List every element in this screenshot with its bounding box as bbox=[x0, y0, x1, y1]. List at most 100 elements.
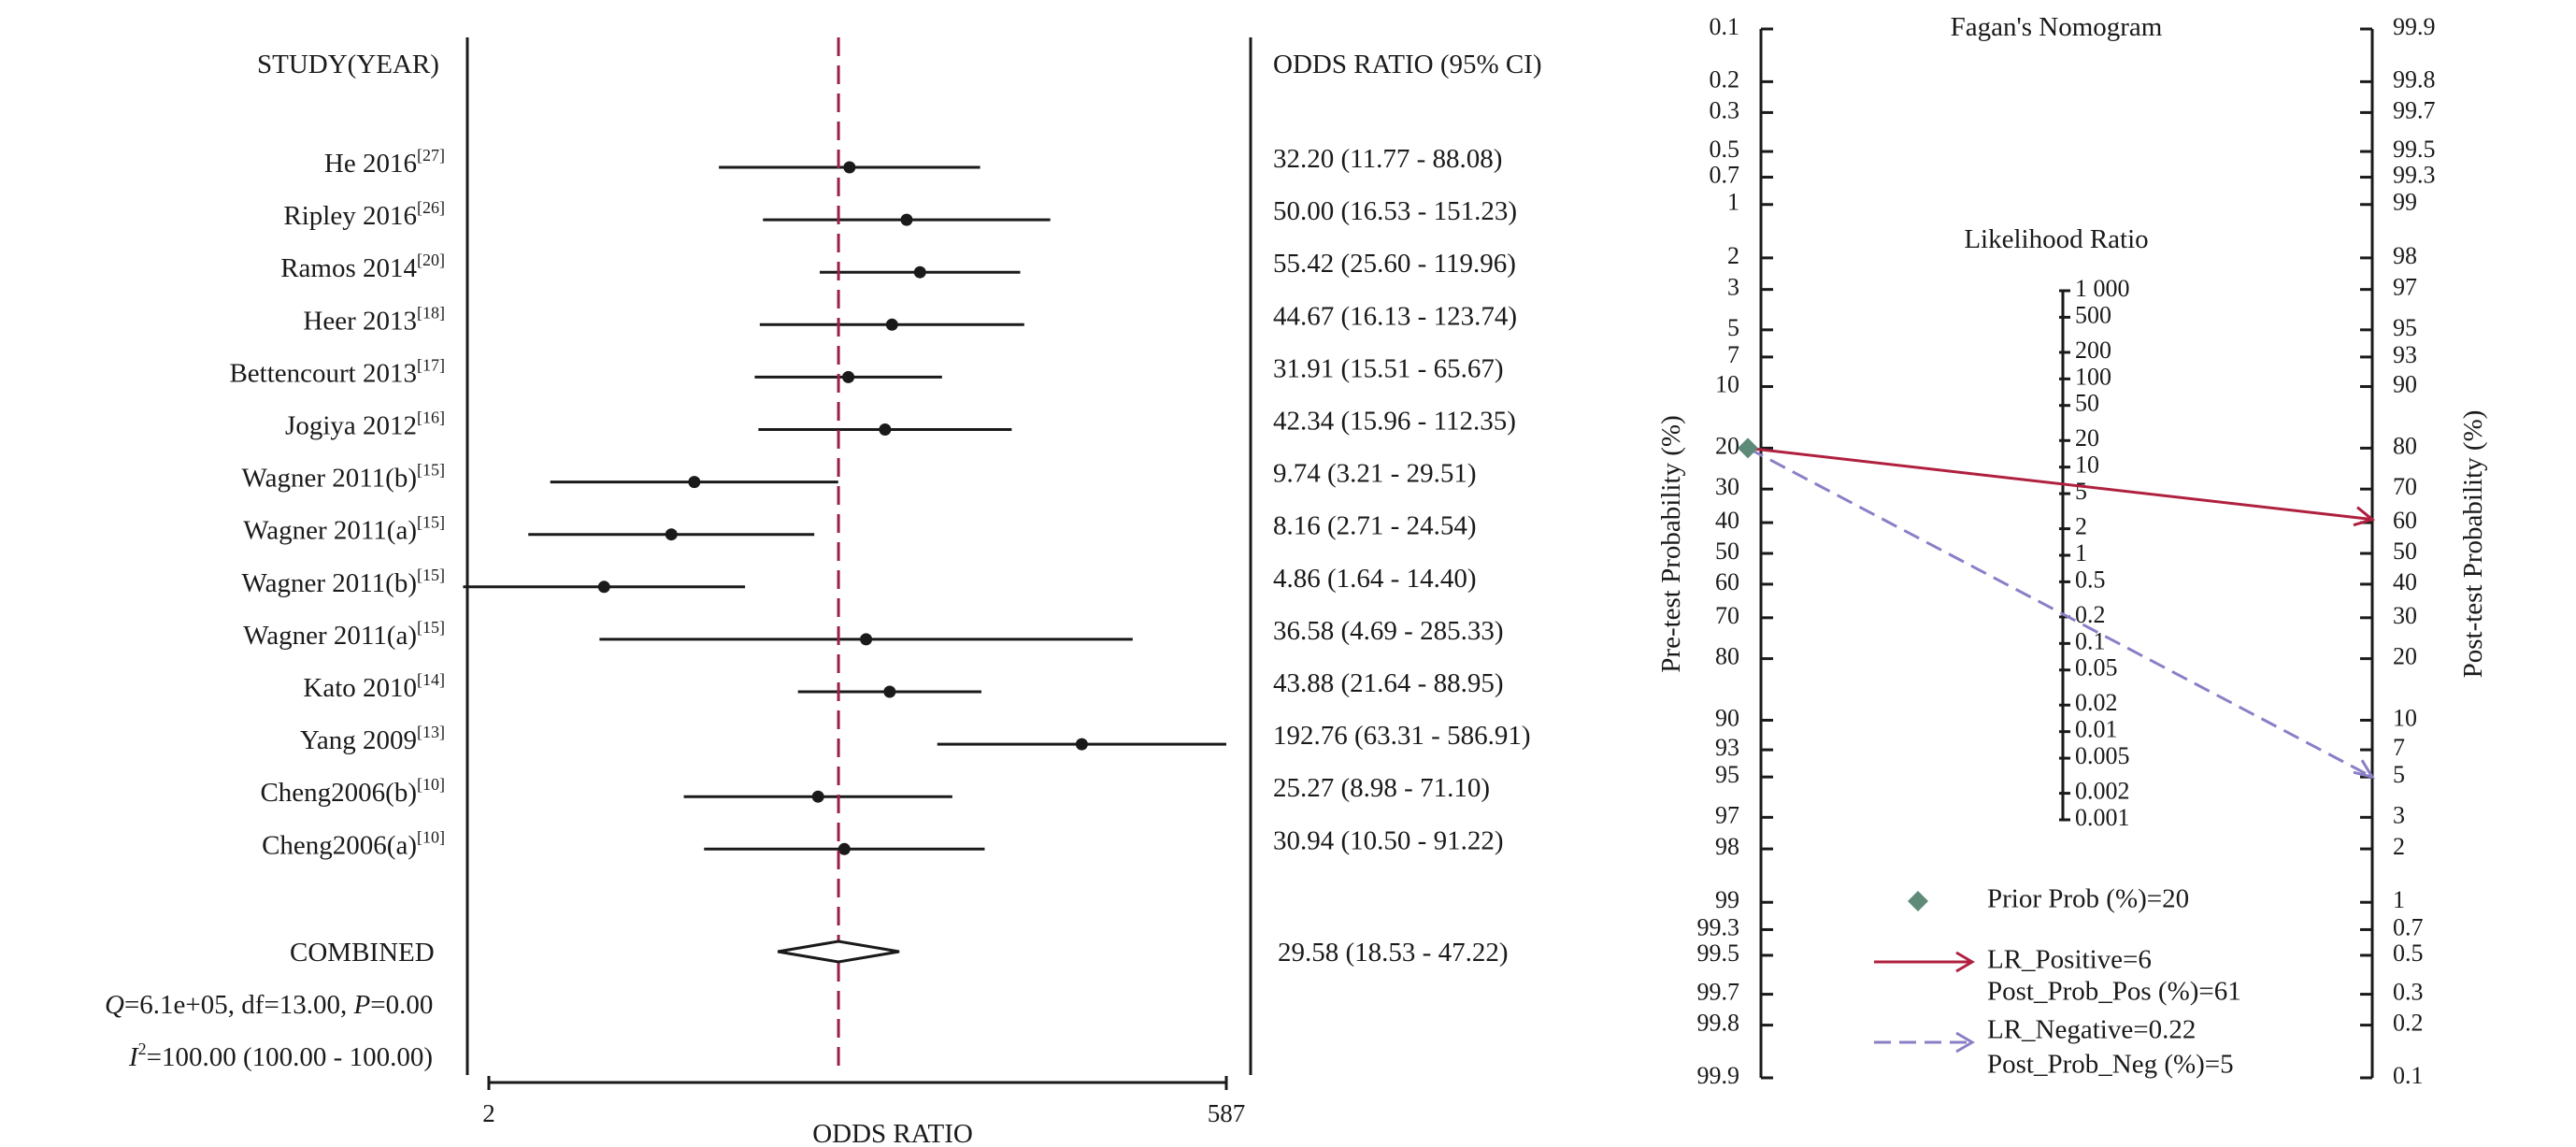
lr-tick-label: 0.002 bbox=[2075, 778, 2130, 805]
lr-tick-label: 0.5 bbox=[2075, 566, 2106, 593]
post-test-tick-label: 93 bbox=[2393, 341, 2417, 368]
lr-tick-label: 0.005 bbox=[2075, 742, 2130, 769]
study-name: Kato 2010[14] bbox=[303, 670, 445, 703]
study-ci-label: 55.42 (25.60 - 119.96) bbox=[1273, 249, 1516, 279]
study-row: Yang 2009[13] 192.76 (63.31 - 586.91) bbox=[300, 721, 1531, 755]
study-name: Bettencourt 2013[17] bbox=[229, 355, 445, 388]
lr-tick-label: 200 bbox=[2075, 337, 2111, 364]
study-ci-label: 36.58 (4.69 - 285.33) bbox=[1273, 616, 1503, 646]
study-point bbox=[913, 265, 926, 279]
post-test-tick-label: 50 bbox=[2393, 538, 2417, 565]
pre-test-tick-label: 70 bbox=[1715, 602, 1739, 629]
lr-tick-label: 10 bbox=[2075, 452, 2099, 479]
study-point bbox=[900, 213, 913, 226]
study-row: Wagner 2011(a)[15] 36.58 (4.69 - 285.33) bbox=[243, 616, 1503, 651]
post-test-tick-label: 2 bbox=[2393, 833, 2405, 860]
post-test-tick-label: 99.7 bbox=[2393, 96, 2436, 123]
nomogram-lines bbox=[1738, 437, 2376, 780]
pre-test-tick-label: 10 bbox=[1715, 370, 1739, 397]
post-test-tick-label: 5 bbox=[2393, 761, 2405, 788]
study-point bbox=[842, 370, 855, 383]
study-ci-label: 4.86 (1.64 - 14.40) bbox=[1273, 564, 1476, 594]
pre-test-tick-label: 0.5 bbox=[1710, 136, 1740, 163]
study-point bbox=[843, 161, 856, 174]
pre-test-tick-label: 20 bbox=[1715, 432, 1739, 459]
study-name: Wagner 2011(b)[15] bbox=[242, 461, 445, 494]
combined-label: COMBINED bbox=[290, 938, 435, 968]
study-ci-label: 25.27 (8.98 - 71.10) bbox=[1273, 773, 1490, 803]
legend-negative-lr: LR_Negative=0.22 bbox=[1987, 1015, 2196, 1045]
negative-lr-line bbox=[1747, 447, 2373, 779]
study-row: Cheng2006(a)[10] 30.94 (10.50 - 91.22) bbox=[262, 825, 1503, 860]
combined-ci-label: 29.58 (18.53 - 47.22) bbox=[1278, 938, 1508, 968]
post-test-tick-label: 20 bbox=[2393, 643, 2417, 670]
forest-x-axis: 2 587 bbox=[482, 1076, 1245, 1127]
pre-test-tick-label: 99.3 bbox=[1697, 913, 1740, 940]
legend-negative-post: Post_Prob_Neg (%)=5 bbox=[1987, 1050, 2234, 1080]
study-point bbox=[879, 423, 892, 436]
post-test-axis-title: Post-test Probability (%) bbox=[2458, 410, 2488, 679]
post-test-tick-label: 99.3 bbox=[2393, 162, 2436, 189]
pre-test-tick-label: 50 bbox=[1715, 538, 1739, 565]
study-row: Kato 2010[14] 43.88 (21.64 - 88.95) bbox=[303, 668, 1503, 703]
header-odds-ratio: ODDS RATIO (95% CI) bbox=[1273, 50, 1542, 79]
forest-plot: STUDY(YEAR) ODDS RATIO (95% CI) He 2016[… bbox=[105, 37, 1542, 1147]
legend-positive-post: Post_Prob_Pos (%)=61 bbox=[1987, 977, 2241, 1007]
study-name: Ramos 2014[20] bbox=[280, 251, 445, 283]
likelihood-ratio-title: Likelihood Ratio bbox=[1964, 224, 2148, 254]
pre-test-tick-label: 0.3 bbox=[1710, 96, 1740, 123]
pre-test-tick-label: 30 bbox=[1715, 473, 1739, 500]
study-name: Wagner 2011(a)[15] bbox=[243, 513, 445, 546]
pre-test-tick-label: 99.7 bbox=[1697, 979, 1740, 1006]
study-row: He 2016[27] 32.20 (11.77 - 88.08) bbox=[324, 144, 1502, 179]
negative-arrowhead bbox=[2353, 759, 2376, 780]
post-test-tick-label: 95 bbox=[2393, 314, 2417, 341]
pre-test-tick-label: 99 bbox=[1715, 886, 1739, 913]
post-test-tick-label: 80 bbox=[2393, 432, 2417, 459]
lr-tick-label: 20 bbox=[2075, 424, 2099, 452]
post-test-tick-label: 0.2 bbox=[2393, 1010, 2424, 1037]
post-test-tick-label: 40 bbox=[2393, 568, 2417, 595]
study-ci-label: 50.00 (16.53 - 151.23) bbox=[1273, 196, 1517, 226]
study-point bbox=[688, 476, 701, 489]
post-test-tick-label: 60 bbox=[2393, 507, 2417, 534]
lr-tick-label: 0.05 bbox=[2075, 654, 2118, 681]
post-test-tick-label: 1 bbox=[2393, 886, 2405, 913]
study-row: Wagner 2011(b)[15] 9.74 (3.21 - 29.51) bbox=[242, 459, 1477, 494]
post-test-tick-label: 0.7 bbox=[2393, 913, 2424, 940]
pre-test-tick-label: 0.2 bbox=[1710, 65, 1740, 93]
pre-test-tick-label: 3 bbox=[1727, 274, 1739, 301]
post-test-tick-label: 99 bbox=[2393, 189, 2417, 216]
pre-test-tick-label: 60 bbox=[1715, 568, 1739, 595]
combined-diamond bbox=[777, 939, 900, 964]
study-row: Bettencourt 2013[17] 31.91 (15.51 - 65.67… bbox=[229, 353, 1503, 388]
lr-tick-label: 0.1 bbox=[2075, 627, 2106, 654]
post-test-tick-label: 30 bbox=[2393, 602, 2417, 629]
positive-lr-line bbox=[1747, 446, 2373, 522]
study-row: Cheng2006(b)[10] 25.27 (8.98 - 71.10) bbox=[260, 773, 1490, 808]
study-row: Heer 2013[18] 44.67 (16.13 - 123.74) bbox=[303, 301, 1517, 336]
study-name: Cheng2006(a)[10] bbox=[262, 827, 445, 860]
post-test-tick-label: 99.5 bbox=[2393, 136, 2436, 163]
post-test-tick-label: 7 bbox=[2393, 734, 2405, 761]
pre-test-tick-label: 5 bbox=[1727, 314, 1739, 341]
study-row: Wagner 2011(b)[15] 4.86 (1.64 - 14.40) bbox=[242, 564, 1477, 598]
study-name: Jogiya 2012[16] bbox=[285, 409, 445, 441]
post-test-tick-label: 90 bbox=[2393, 370, 2417, 397]
pre-test-tick-label: 0.1 bbox=[1710, 13, 1740, 40]
study-name: He 2016[27] bbox=[324, 146, 445, 179]
pre-test-tick-label: 40 bbox=[1715, 507, 1739, 534]
post-test-tick-label: 98 bbox=[2393, 242, 2417, 269]
study-ci-label: 31.91 (15.51 - 65.67) bbox=[1273, 353, 1503, 383]
study-ci-label: 43.88 (21.64 - 88.95) bbox=[1273, 668, 1503, 698]
legend-positive-lr: LR_Positive=6 bbox=[1987, 945, 2152, 975]
post-test-tick-label: 99.8 bbox=[2393, 65, 2436, 93]
legend-prior-label: Prior Prob (%)=20 bbox=[1987, 884, 2189, 914]
fagan-nomogram: Fagan's Nomogram Likelihood Ratio Pre-te… bbox=[1656, 12, 2488, 1089]
nomogram-title: Fagan's Nomogram bbox=[1951, 12, 2163, 42]
legend-negative-arrow bbox=[1955, 1031, 1975, 1054]
study-ci-label: 30.94 (10.50 - 91.22) bbox=[1273, 825, 1503, 855]
post-test-tick-label: 0.5 bbox=[2393, 939, 2424, 967]
